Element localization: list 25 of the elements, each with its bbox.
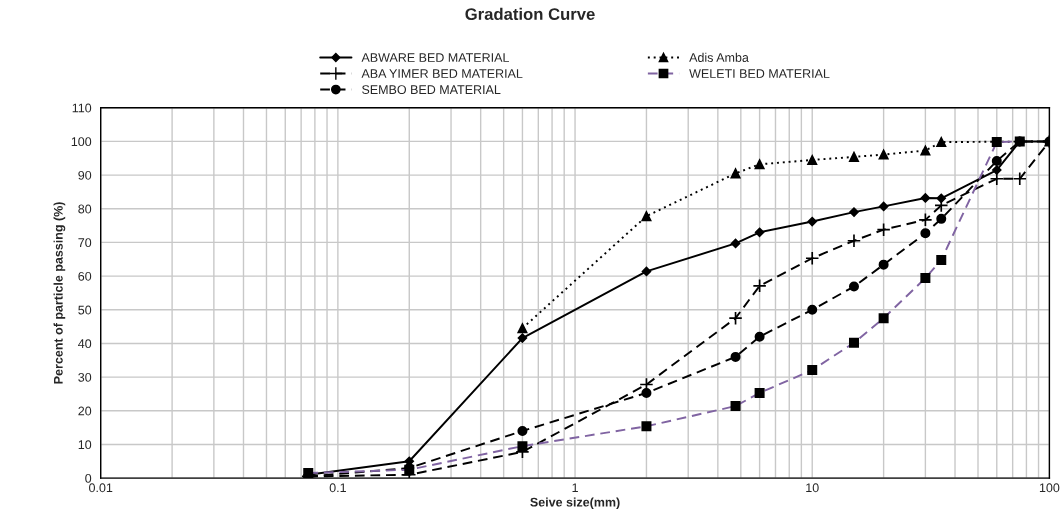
legend-label: SEMBO BED MATERIAL	[362, 85, 501, 95]
legend-label: Adis Amba	[689, 52, 749, 62]
y-tick-label: 10	[78, 440, 92, 450]
y-tick-label: 0	[85, 473, 92, 483]
legend-label: ABA YIMER BED MATERIAL	[361, 69, 523, 78]
x-tick-label: 10	[806, 483, 819, 493]
x-tick-label: 0.01	[89, 483, 113, 493]
chart-title: Gradation Curve	[465, 7, 595, 21]
y-tick-label: 100	[71, 137, 92, 147]
x-axis-title: Seive size(mm)	[530, 497, 620, 510]
y-tick-label: 40	[78, 339, 92, 349]
y-tick-label: 110	[72, 103, 92, 113]
y-tick-label: 80	[78, 204, 92, 214]
y-tick-label: 50	[78, 305, 92, 315]
legend-label: ABWARE BED MATERIAL	[361, 53, 509, 62]
x-tick-label: 100	[1039, 483, 1060, 493]
legend-label: WELETI BED MATERIAL	[689, 69, 830, 78]
y-tick-label: 30	[78, 372, 92, 382]
x-tick-label: 0.1	[329, 483, 346, 493]
y-axis-title: Percent of particle passing (%)	[53, 202, 66, 384]
y-tick-label: 20	[78, 406, 92, 416]
y-tick-label: 90	[78, 170, 92, 180]
x-tick-label: 1	[572, 483, 578, 493]
y-tick-label: 60	[78, 271, 92, 281]
y-tick-label: 70	[78, 238, 92, 248]
